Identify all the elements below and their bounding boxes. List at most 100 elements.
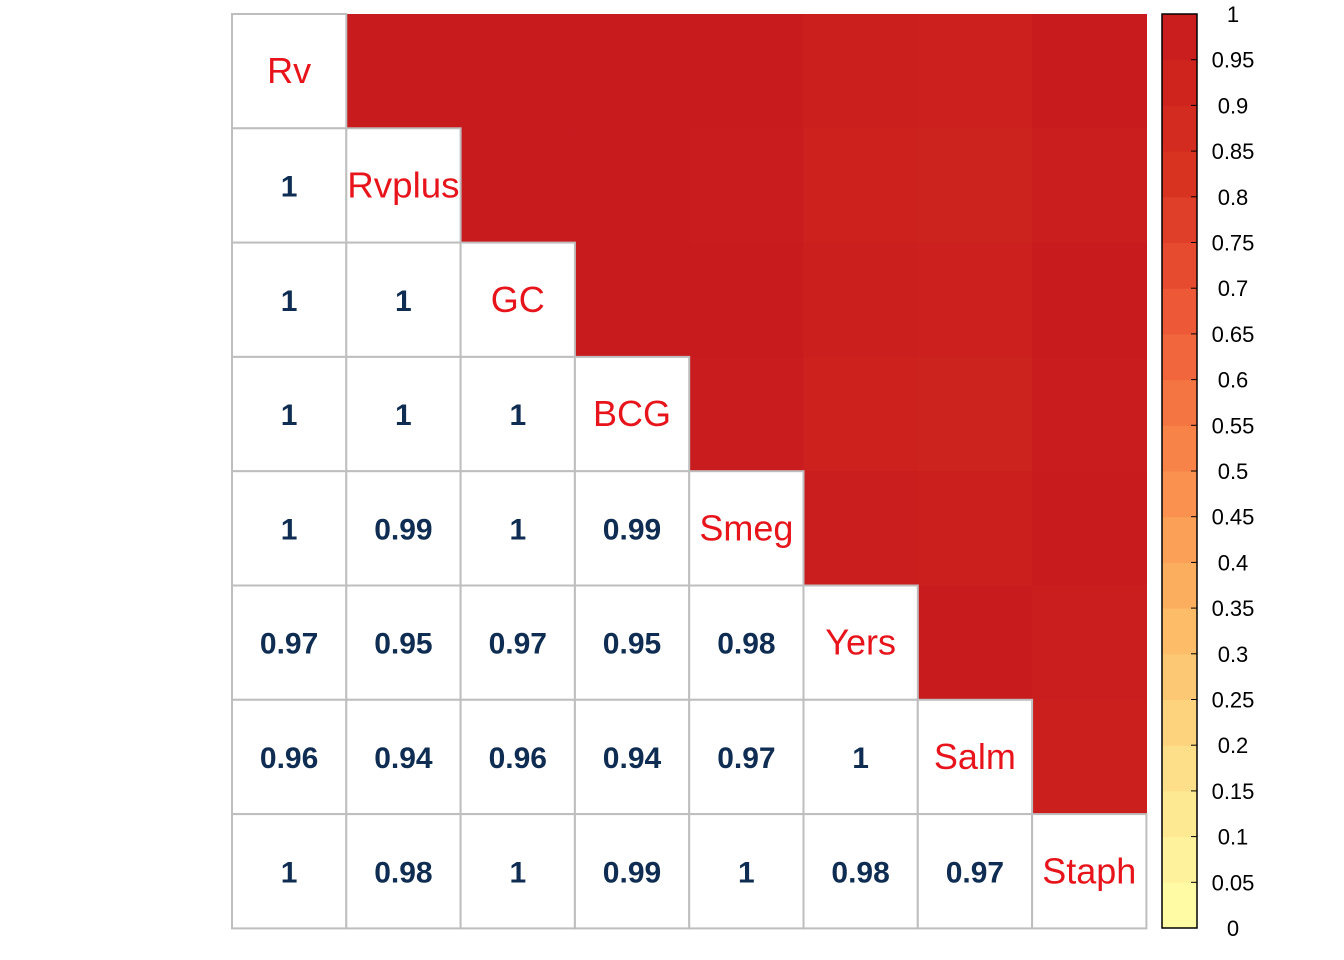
colorbar-tick-label: 0.95 <box>1212 48 1255 73</box>
colorbar-tick-label: 0.2 <box>1218 733 1249 758</box>
heat-tile-smeg-salm <box>917 471 1033 587</box>
corr-value-staph-yers: 0.98 <box>831 856 889 889</box>
value-cell-5-2 <box>459 584 576 701</box>
colorbar-segment-7 <box>1162 562 1197 609</box>
colorbar-tick-label: 0.5 <box>1218 459 1249 484</box>
colorbar-tick-label: 0.1 <box>1218 825 1249 850</box>
heat-tile-rv-gc <box>460 14 576 129</box>
heat-tile-gc-yers <box>803 242 919 358</box>
colorbar-tick-label: 0.6 <box>1218 368 1249 393</box>
diagonal-cell-1-1 <box>345 127 462 244</box>
colorbar-segment-0 <box>1162 882 1197 929</box>
value-cell-6-5 <box>802 698 919 816</box>
heat-tile-smeg-staph <box>1032 471 1147 587</box>
variable-label-rvplus: Rvplus <box>347 165 459 206</box>
corr-value-smeg-rvplus: 0.99 <box>374 513 432 546</box>
value-cell-1-0 <box>231 127 348 244</box>
corr-value-yers-gc: 0.97 <box>489 628 547 661</box>
colorbar-tick-label: 0.65 <box>1212 322 1255 347</box>
corr-value-salm-smeg: 0.97 <box>717 742 775 775</box>
value-cell-7-2 <box>459 813 576 930</box>
heat-tile-rv-rvplus <box>346 14 462 129</box>
colorbar-segment-1 <box>1162 836 1197 883</box>
heat-tile-gc-staph <box>1032 242 1147 358</box>
heat-tile-rvplus-smeg <box>689 128 805 244</box>
diagonal-cell-6-6 <box>916 698 1034 816</box>
colorbar-segment-10 <box>1162 425 1197 472</box>
colorbar-segment-13 <box>1162 288 1197 335</box>
heat-tile-bcg-salm <box>917 356 1033 472</box>
heat-tile-rvplus-gc <box>460 128 576 244</box>
corr-value-staph-bcg: 0.99 <box>603 856 661 889</box>
corr-value-salm-yers: 1 <box>852 742 869 775</box>
colorbar-segment-2 <box>1162 790 1197 838</box>
value-cell-7-0 <box>231 813 348 930</box>
heat-tile-rvplus-staph <box>1032 128 1147 244</box>
colorbar-tick-label: 0.9 <box>1218 93 1249 118</box>
corr-value-gc-rv: 1 <box>281 285 298 318</box>
colorbar-tick-label: 0.7 <box>1218 276 1249 301</box>
variable-label-salm: Salm <box>934 736 1016 777</box>
corr-value-smeg-bcg: 0.99 <box>603 513 661 546</box>
diagonal-cell-7-7 <box>1031 813 1148 930</box>
corr-value-yers-rv: 0.97 <box>260 628 318 661</box>
value-cell-6-3 <box>573 698 691 816</box>
heat-tile-yers-staph <box>1032 585 1147 701</box>
diagonal-cell-2-2 <box>459 241 576 358</box>
corr-value-bcg-rvplus: 1 <box>395 399 412 432</box>
colorbar-tick-label: 0.75 <box>1212 231 1255 256</box>
colorbar-tick-label: 0.85 <box>1212 139 1255 164</box>
corr-value-rvplus-rv: 1 <box>281 171 298 204</box>
heat-tile-bcg-smeg <box>689 356 805 472</box>
value-cell-6-1 <box>345 698 462 816</box>
corr-value-yers-rvplus: 0.95 <box>374 628 432 661</box>
colorbar-segment-8 <box>1162 516 1197 563</box>
heat-tile-rv-salm <box>917 14 1033 129</box>
corr-value-bcg-gc: 1 <box>509 399 526 432</box>
variable-label-smeg: Smeg <box>699 507 793 548</box>
value-cell-5-3 <box>573 584 691 701</box>
colorbar-tick-label: 0.25 <box>1212 688 1255 713</box>
corr-value-bcg-rv: 1 <box>281 399 298 432</box>
heat-tile-bcg-staph <box>1032 356 1147 472</box>
value-cell-7-5 <box>802 813 919 930</box>
diagonal-cell-0-0 <box>231 13 348 130</box>
colorbar-tick-label: 1 <box>1227 2 1239 27</box>
colorbar-tick-label: 0.3 <box>1218 642 1249 667</box>
corr-value-smeg-gc: 1 <box>509 513 526 546</box>
colorbar-tick-label: 0.4 <box>1218 550 1249 575</box>
colorbar-segment-14 <box>1162 242 1197 289</box>
corr-value-staph-smeg: 1 <box>738 856 755 889</box>
colorbar-segment-9 <box>1162 471 1197 518</box>
heat-tile-yers-salm <box>917 585 1033 701</box>
heat-tile-gc-salm <box>917 242 1033 358</box>
colorbar-tick-label: 0.15 <box>1212 779 1255 804</box>
heat-tile-bcg-yers <box>803 356 919 472</box>
colorbar-segment-19 <box>1162 14 1197 61</box>
colorbar-segment-3 <box>1162 745 1197 792</box>
value-cell-7-6 <box>916 813 1034 930</box>
colorbar-tick-label: 0.8 <box>1218 185 1249 210</box>
variable-label-yers: Yers <box>825 622 896 663</box>
corr-value-salm-rv: 0.96 <box>260 742 318 775</box>
heat-tile-rvplus-bcg <box>574 128 690 244</box>
heat-tile-rvplus-salm <box>917 128 1033 244</box>
corr-value-salm-rvplus: 0.94 <box>374 742 433 775</box>
heat-tile-salm-staph <box>1032 699 1147 815</box>
variable-label-bcg: BCG <box>593 393 671 434</box>
heat-tile-rv-smeg <box>689 14 805 129</box>
colorbar-segment-12 <box>1162 333 1197 381</box>
colorbar-segment-17 <box>1162 105 1197 152</box>
colorbar-segment-16 <box>1162 151 1197 198</box>
colorbar-tick-label: 0.35 <box>1212 596 1255 621</box>
colorbar-segment-6 <box>1162 608 1197 655</box>
heat-tile-rv-bcg <box>574 14 690 129</box>
corr-value-salm-bcg: 0.94 <box>603 742 662 775</box>
corr-value-staph-rvplus: 0.98 <box>374 856 432 889</box>
colorbar-segment-15 <box>1162 196 1197 243</box>
corr-value-staph-salm: 0.97 <box>946 856 1004 889</box>
value-cell-5-4 <box>688 584 805 701</box>
variable-label-gc: GC <box>491 279 545 320</box>
corr-value-staph-rv: 1 <box>281 856 298 889</box>
